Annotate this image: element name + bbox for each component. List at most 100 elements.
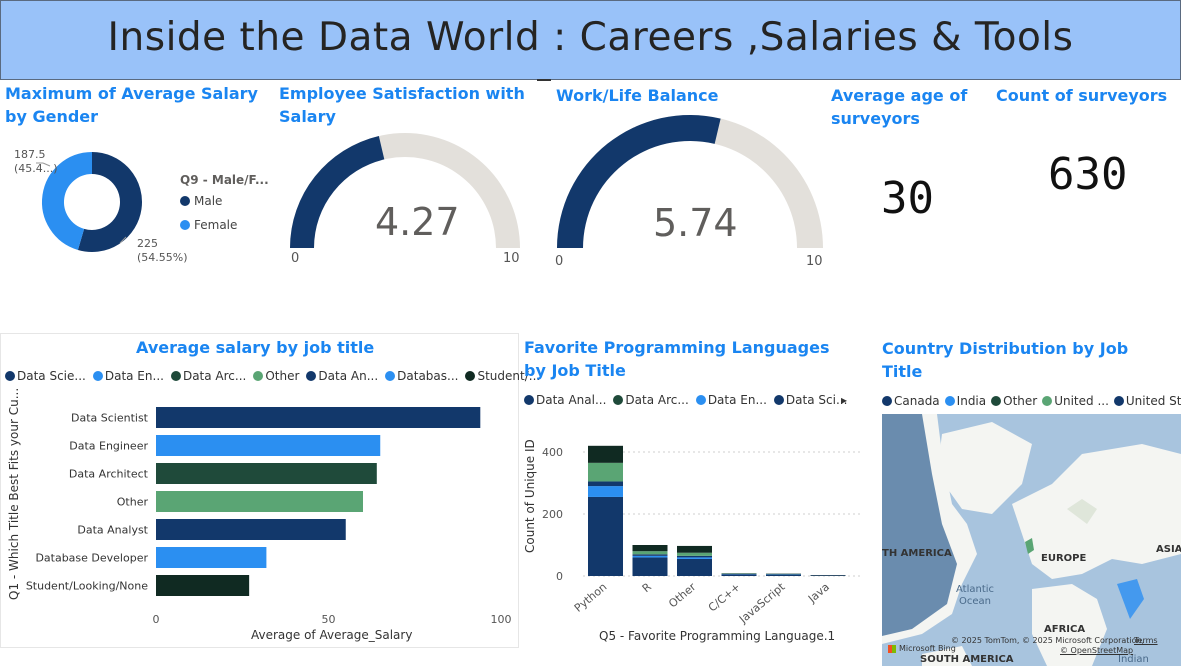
salary-bar[interactable] bbox=[156, 463, 377, 484]
lang-bar-segment[interactable] bbox=[588, 481, 623, 487]
legend-item[interactable]: Canada bbox=[882, 394, 940, 408]
legend-item[interactable]: Data En... bbox=[695, 393, 767, 407]
map-copyright: © 2025 TomTom, © 2025 Microsoft Corporat… bbox=[951, 636, 1145, 645]
gauge-satisfaction-max: 10 bbox=[503, 251, 520, 266]
donut-legend-female[interactable]: Female bbox=[180, 218, 237, 232]
legend-item[interactable]: Databas... bbox=[385, 369, 458, 383]
legend-next-icon[interactable]: ▸ bbox=[841, 393, 848, 407]
bing-label: Microsoft Bing bbox=[899, 644, 956, 653]
legend-item[interactable]: Data Anal... bbox=[524, 393, 606, 407]
gauge-satisfaction-title: Employee Satisfaction with Salary bbox=[279, 84, 525, 126]
legend-dot-icon bbox=[253, 371, 264, 381]
kpi-count-value: 630 bbox=[1048, 149, 1128, 200]
gauge-balance[interactable] bbox=[545, 100, 835, 255]
map-legend[interactable]: Canada India Other United ... United St... bbox=[882, 394, 1181, 408]
donut-legend-male-label: Male bbox=[194, 194, 223, 208]
legend-item[interactable]: Data En... bbox=[92, 369, 164, 383]
salary-bar[interactable] bbox=[156, 407, 481, 428]
lang-category-label: Java bbox=[805, 580, 832, 606]
lang-bar-segment[interactable] bbox=[677, 552, 712, 556]
bing-logo: Microsoft Bing bbox=[888, 644, 956, 653]
legend-dot-icon bbox=[1113, 396, 1124, 406]
donut-slice-male[interactable] bbox=[77, 152, 142, 252]
donut-slice-female[interactable] bbox=[42, 152, 93, 250]
map-terms-link[interactable]: Terms bbox=[1134, 636, 1158, 645]
legend-label: Other bbox=[1003, 394, 1038, 408]
salary-bar[interactable] bbox=[156, 435, 381, 456]
lang-category-label: Other bbox=[666, 580, 699, 610]
legend-item[interactable]: Data Scie... bbox=[5, 369, 86, 383]
legend-label: Data Sci... bbox=[785, 393, 848, 407]
legend-item[interactable]: United ... bbox=[1042, 394, 1109, 408]
salary-category-label: Database Developer bbox=[35, 552, 148, 565]
legend-item[interactable]: Data Sci... bbox=[773, 393, 848, 407]
salary-tick-label: 100 bbox=[491, 613, 512, 626]
legend-item[interactable]: Other bbox=[253, 369, 299, 383]
salary-category-label: Data Engineer bbox=[69, 440, 148, 453]
legend-dot-icon bbox=[773, 395, 784, 405]
salary-bar[interactable] bbox=[156, 491, 363, 512]
lang-bar-segment[interactable] bbox=[677, 558, 712, 576]
legend-item[interactable]: Data Arc... bbox=[170, 369, 247, 383]
report-header: Inside the Data World : Careers ,Salarie… bbox=[0, 0, 1181, 80]
salary-category-label: Data Scientist bbox=[71, 412, 149, 425]
lang-bar-segment[interactable] bbox=[588, 462, 623, 482]
gauge-satisfaction[interactable] bbox=[280, 125, 530, 260]
lang-bar-segment[interactable] bbox=[588, 496, 623, 576]
legend-dot-icon bbox=[92, 371, 103, 381]
salary-bar[interactable] bbox=[156, 547, 267, 568]
legend-dot-icon bbox=[5, 371, 15, 381]
lang-bar-segment[interactable] bbox=[632, 555, 668, 558]
legend-label: Data En... bbox=[104, 369, 164, 383]
donut-male-pct: (54.55%) bbox=[137, 251, 188, 264]
legend-item[interactable]: United St... bbox=[1113, 394, 1181, 408]
lang-bar-segment[interactable] bbox=[588, 445, 623, 463]
lang-bar-segment[interactable] bbox=[632, 545, 668, 552]
lang-bar-chart[interactable]: 0 200 400 Python R Other C/C++JavaScript Java bbox=[540, 430, 865, 630]
salary-ylabel: Q1 - Which Title Best Fits your Cu... bbox=[7, 387, 21, 600]
legend-item[interactable]: Student/... bbox=[465, 369, 540, 383]
legend-label: Data An... bbox=[318, 369, 379, 383]
salary-bar[interactable] bbox=[156, 519, 346, 540]
lang-bar-segment[interactable] bbox=[632, 551, 668, 555]
salary-legend[interactable]: Data Scie... Data En... Data Arc... Other Da… bbox=[5, 369, 540, 383]
lang-bar-segment[interactable] bbox=[588, 486, 623, 497]
salary-bar-chart[interactable]: Data Scientist Data Engineer Data Architec… bbox=[20, 398, 515, 628]
legend-item[interactable]: Other bbox=[991, 394, 1037, 408]
legend-label: United ... bbox=[1054, 394, 1109, 408]
legend-label: Data Arc... bbox=[182, 369, 247, 383]
legend-dot-icon bbox=[180, 196, 190, 206]
legend-item[interactable]: India bbox=[944, 394, 986, 408]
lang-bar-segment[interactable] bbox=[677, 557, 712, 559]
kpi-count-title: Count of surveyors bbox=[996, 86, 1168, 105]
map-label-europe: EUROPE bbox=[1041, 553, 1087, 564]
lang-chart-title: Favorite Programming Languages by Job Ti… bbox=[524, 338, 830, 380]
donut-chart[interactable] bbox=[0, 140, 270, 270]
lang-bar-segment[interactable] bbox=[721, 574, 757, 576]
map-osm-link[interactable]: © OpenStreetMap bbox=[1060, 646, 1134, 655]
lang-bar-segment[interactable] bbox=[632, 557, 668, 576]
legend-label: Databas... bbox=[397, 369, 459, 383]
lang-bar-segment[interactable] bbox=[632, 554, 668, 556]
salary-category-label: Student/Looking/None bbox=[26, 580, 148, 593]
salary-bar[interactable] bbox=[156, 575, 250, 596]
legend-item[interactable]: Data Arc... bbox=[613, 393, 689, 407]
lang-bar-segment[interactable] bbox=[766, 574, 801, 576]
lang-bar-segment[interactable] bbox=[810, 575, 846, 576]
lang-tick-label: 200 bbox=[542, 508, 563, 521]
legend-dot-icon bbox=[465, 371, 476, 381]
legend-item[interactable]: Data An... bbox=[306, 369, 378, 383]
salary-panel bbox=[0, 333, 519, 648]
salary-category-label: Data Analyst bbox=[77, 524, 148, 537]
lang-legend[interactable]: Data Anal... Data Arc... Data En... Data Sc… bbox=[524, 393, 847, 407]
country-map[interactable]: TH AMERICA EUROPE ASIA Atlantic Ocean AF… bbox=[882, 414, 1181, 666]
donut-female-pct: (45.4...) bbox=[14, 162, 58, 175]
donut-label-female: 187.5 (45.4...) bbox=[14, 148, 58, 176]
legend-label: Canada bbox=[894, 394, 940, 408]
legend-dot-icon bbox=[991, 396, 1002, 406]
lang-bar-segment[interactable] bbox=[677, 555, 712, 558]
lang-bar-segment[interactable] bbox=[677, 545, 712, 553]
gauge-satisfaction-value: 4.27 bbox=[375, 200, 460, 244]
legend-dot-icon bbox=[180, 220, 190, 230]
donut-legend-male[interactable]: Male bbox=[180, 194, 222, 208]
